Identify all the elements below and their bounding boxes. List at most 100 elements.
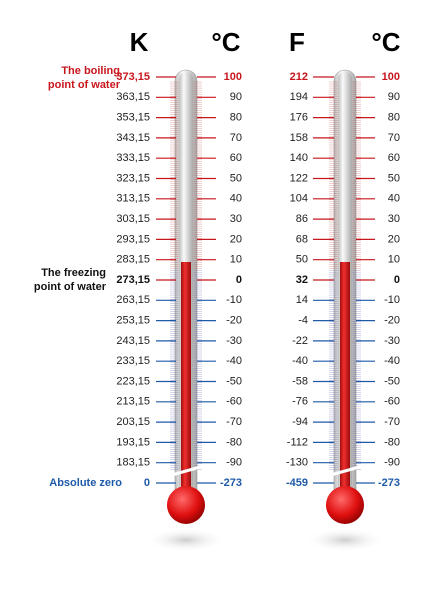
- boiling-note: The boiling: [61, 65, 120, 77]
- boiling-note: point of water: [48, 79, 121, 91]
- kelvin-label: 283,15: [116, 254, 150, 266]
- celsius-label: -20: [384, 315, 400, 327]
- absolute-zero-note: Absolute zero: [49, 477, 122, 489]
- celsius-label: -70: [384, 416, 400, 428]
- celsius-label: 70: [388, 132, 400, 144]
- kelvin-label: 293,15: [116, 233, 150, 245]
- kelvin-label: 273,15: [116, 274, 150, 286]
- celsius-label: -40: [384, 355, 400, 367]
- celsius-label: 50: [230, 172, 242, 184]
- celsius-label: 30: [388, 213, 400, 225]
- celsius-label: 20: [230, 233, 242, 245]
- content: K °C F °C The boiling point of water The freez…: [34, 27, 401, 552]
- liquid: [181, 262, 191, 502]
- celsius-label: 100: [224, 71, 242, 83]
- fahrenheit-label: 14: [296, 294, 308, 306]
- celsius-label: -60: [384, 396, 400, 408]
- celsius-label: -50: [226, 375, 242, 387]
- break: [326, 464, 364, 478]
- fahrenheit-label: 194: [290, 91, 308, 103]
- fahrenheit-label: -40: [292, 355, 308, 367]
- celsius-label: -273: [220, 477, 242, 489]
- celsius-label: -10: [226, 294, 242, 306]
- fahrenheit-label: -130: [286, 457, 308, 469]
- freezing-note: The freezing: [41, 267, 106, 279]
- header: F: [289, 27, 305, 57]
- kelvin-label: 183,15: [116, 457, 150, 469]
- celsius-label: -273: [378, 477, 400, 489]
- celsius-label: 40: [388, 193, 400, 205]
- fahrenheit-label: -112: [287, 436, 308, 448]
- celsius-label: 60: [388, 152, 400, 164]
- break: [167, 464, 205, 478]
- fahrenheit-label: -94: [292, 416, 308, 428]
- celsius-label: -60: [226, 396, 242, 408]
- celsius-label: 90: [230, 91, 242, 103]
- fahrenheit-label: -459: [286, 477, 308, 489]
- celsius-label: 20: [388, 233, 400, 245]
- celsius-label: 30: [230, 213, 242, 225]
- kelvin-label: 233,15: [116, 355, 150, 367]
- celsius-label: -90: [226, 457, 242, 469]
- bulb: [167, 486, 205, 524]
- shadow: [146, 528, 226, 552]
- fahrenheit-label: 212: [290, 71, 308, 83]
- kelvin-label: 213,15: [116, 396, 150, 408]
- liquid: [340, 262, 350, 502]
- fahrenheit-label: 176: [290, 112, 308, 124]
- kelvin-label: 243,15: [116, 335, 150, 347]
- celsius-label: -30: [384, 335, 400, 347]
- kelvin-label: 323,15: [116, 172, 150, 184]
- celsius-label: -40: [226, 355, 242, 367]
- fahrenheit-label: 50: [296, 254, 308, 266]
- kelvin-label: 333,15: [116, 152, 150, 164]
- kelvin-label: 223,15: [116, 375, 150, 387]
- fahrenheit-label: 86: [296, 213, 308, 225]
- celsius-label: 10: [230, 254, 242, 266]
- celsius-label: -50: [384, 375, 400, 387]
- freezing-note: point of water: [34, 281, 107, 293]
- kelvin-label: 303,15: [116, 213, 150, 225]
- kelvin-label: 343,15: [116, 132, 150, 144]
- kelvin-label: 193,15: [116, 436, 150, 448]
- celsius-label: -90: [384, 457, 400, 469]
- celsius-label: -30: [226, 335, 242, 347]
- header: °C: [211, 27, 240, 57]
- kelvin-label: 363,15: [116, 91, 150, 103]
- bulb: [326, 486, 364, 524]
- celsius-label: 70: [230, 132, 242, 144]
- celsius-label: 0: [236, 274, 242, 286]
- celsius-label: 100: [382, 71, 400, 83]
- kelvin-label: 263,15: [116, 294, 150, 306]
- celsius-label: -70: [226, 416, 242, 428]
- celsius-label: 90: [388, 91, 400, 103]
- celsius-label: 0: [394, 274, 400, 286]
- fahrenheit-label: -58: [292, 375, 308, 387]
- fahrenheit-label: 68: [296, 233, 308, 245]
- celsius-label: -80: [384, 436, 400, 448]
- celsius-label: 60: [230, 152, 242, 164]
- header: °C: [371, 27, 400, 57]
- fahrenheit-label: 122: [290, 172, 308, 184]
- fahrenheit-label: 158: [290, 132, 308, 144]
- kelvin-label: 353,15: [116, 112, 150, 124]
- header: K: [130, 27, 149, 57]
- shadow: [305, 528, 385, 552]
- kelvin-label: 0: [144, 477, 150, 489]
- fahrenheit-label: 104: [290, 193, 308, 205]
- celsius-label: 10: [388, 254, 400, 266]
- fahrenheit-label: 140: [290, 152, 308, 164]
- kelvin-label: 373,15: [116, 71, 150, 83]
- fahrenheit-label: 32: [296, 274, 308, 286]
- kelvin-label: 253,15: [116, 315, 150, 327]
- celsius-label: 80: [230, 112, 242, 124]
- kelvin-label: 203,15: [116, 416, 150, 428]
- fahrenheit-label: -22: [292, 335, 308, 347]
- celsius-label: -20: [226, 315, 242, 327]
- fahrenheit-label: -4: [298, 315, 308, 327]
- fahrenheit-label: -76: [292, 396, 308, 408]
- celsius-label: -80: [226, 436, 242, 448]
- celsius-label: 50: [388, 172, 400, 184]
- celsius-label: 80: [388, 112, 400, 124]
